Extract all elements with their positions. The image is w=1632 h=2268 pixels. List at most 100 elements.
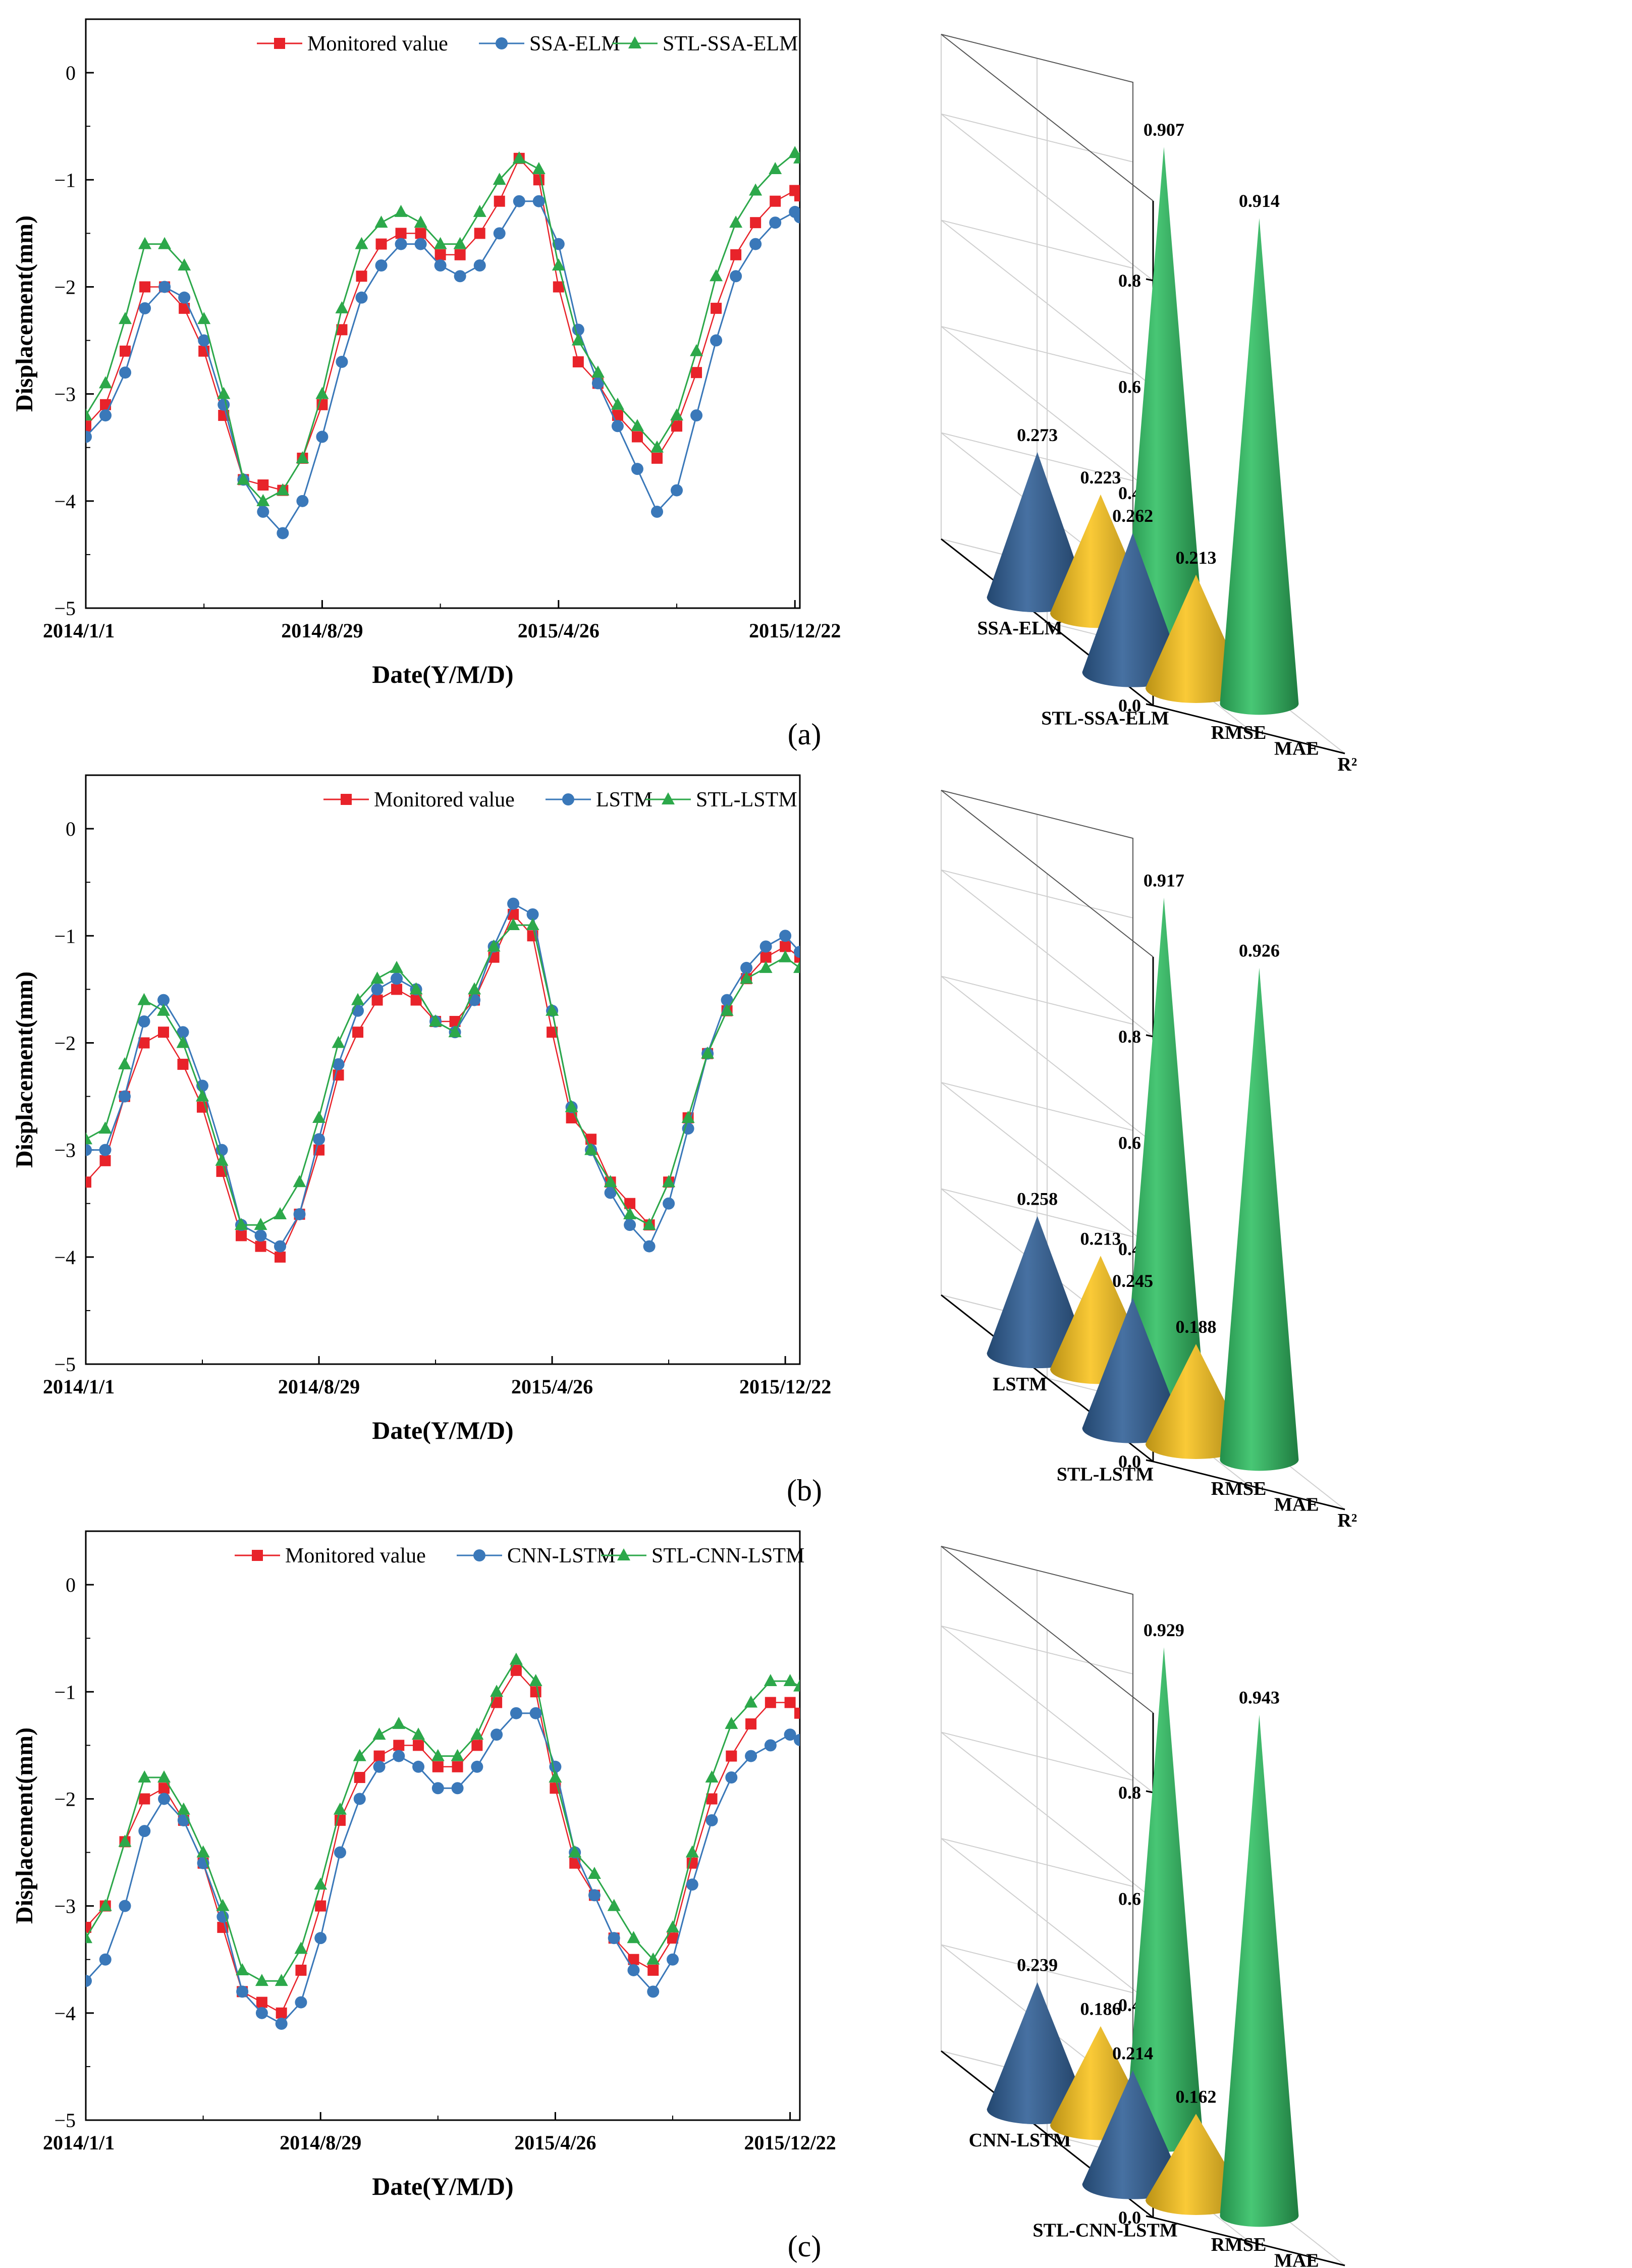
value-label: 0.162 xyxy=(1176,2086,1217,2107)
data-point xyxy=(552,258,565,271)
data-point xyxy=(547,1027,558,1038)
data-point xyxy=(176,1036,190,1048)
data-point xyxy=(571,333,585,346)
data-point xyxy=(236,1963,249,1975)
data-point xyxy=(740,971,753,984)
data-point xyxy=(491,1729,503,1741)
cone-rmse-stl-cnn-lstm xyxy=(1082,2070,1183,2199)
data-point xyxy=(277,527,289,539)
data-point xyxy=(788,146,800,158)
z-tick-label: 0.0 xyxy=(1118,1451,1141,1472)
data-point xyxy=(374,215,388,228)
legend-label: LSTM xyxy=(596,788,652,812)
data-point xyxy=(139,302,151,314)
data-point xyxy=(646,1952,660,1965)
metric-label: MAE xyxy=(1274,1494,1319,1516)
data-point xyxy=(120,345,131,357)
data-point xyxy=(158,1793,171,1805)
x-tick-label: 2014/1/1 xyxy=(43,2131,115,2154)
series-line-stl-cnn-lstm xyxy=(86,1658,800,1982)
metric-label: R² xyxy=(1337,2266,1357,2268)
x-tick-label: 2015/12/22 xyxy=(749,619,841,642)
bar3d-chart: 0.00.20.40.60.8RMSEMAER²LSTMSTL-LSTM0.25… xyxy=(941,790,1357,1531)
legend-marker xyxy=(341,794,352,805)
series-line-monitored-value xyxy=(86,157,800,492)
value-label: 0.239 xyxy=(1017,1955,1058,1975)
data-point xyxy=(158,237,172,249)
metric-label: MAE xyxy=(1274,738,1319,760)
data-point xyxy=(608,1932,620,1945)
plot-frame xyxy=(85,1530,801,2121)
data-point xyxy=(526,908,539,921)
data-point xyxy=(355,237,368,249)
data-point xyxy=(314,1932,327,1945)
data-point xyxy=(764,1674,777,1687)
data-point xyxy=(793,151,800,164)
data-point xyxy=(512,151,526,164)
x-axis-label: Date(Y/M/D) xyxy=(372,2172,513,2200)
cone-r-cnn-lstm xyxy=(1124,1647,1204,2152)
plot-frame xyxy=(85,774,801,1365)
legend-label: Monitored value xyxy=(374,788,515,812)
data-point xyxy=(196,1845,210,1858)
data-point xyxy=(315,387,329,399)
data-point xyxy=(493,173,506,185)
data-point xyxy=(783,1674,797,1687)
series-line-cnn-lstm xyxy=(86,1712,800,2025)
data-point xyxy=(179,302,190,314)
data-point xyxy=(691,367,702,379)
data-point xyxy=(494,195,505,207)
data-point xyxy=(371,983,384,996)
series-line-ssa-elm xyxy=(86,200,800,534)
data-point xyxy=(471,1740,483,1751)
data-point xyxy=(529,1674,542,1687)
data-point xyxy=(666,1920,680,1933)
data-point xyxy=(473,259,486,272)
data-point xyxy=(662,1175,676,1187)
data-point xyxy=(196,1089,209,1102)
data-point xyxy=(587,1866,601,1879)
data-point xyxy=(119,1900,131,1912)
data-point xyxy=(451,1782,464,1795)
data-point xyxy=(780,941,791,952)
z-tick xyxy=(1146,703,1154,707)
data-point xyxy=(690,344,703,356)
data-point xyxy=(627,1964,640,1976)
cone-r-lstm xyxy=(1124,897,1204,1396)
data-point xyxy=(474,228,485,239)
data-point xyxy=(453,237,467,249)
data-point xyxy=(118,1057,132,1069)
metric-label: R² xyxy=(1337,754,1357,775)
y-tick-label: −5 xyxy=(54,2109,76,2132)
data-point xyxy=(296,495,309,507)
legend-label: SSA-ELM xyxy=(529,32,620,56)
data-point xyxy=(647,1985,660,1998)
y-tick-label: −4 xyxy=(54,2002,76,2025)
data-point xyxy=(434,249,446,260)
data-point xyxy=(513,195,525,207)
data-point xyxy=(86,1975,92,1987)
value-label: 0.245 xyxy=(1112,1271,1153,1291)
data-point xyxy=(671,420,683,432)
z-tick-label: 0.8 xyxy=(1118,1783,1141,1803)
data-point xyxy=(650,440,664,453)
data-point xyxy=(98,1899,112,1911)
z-tick-label: 0.6 xyxy=(1118,1132,1141,1153)
model-label: LSTM xyxy=(993,1374,1047,1395)
y-tick-label: 0 xyxy=(66,1574,76,1596)
data-point xyxy=(294,1941,308,1954)
data-point xyxy=(86,430,92,443)
series-line-stl-lstm xyxy=(86,924,800,1226)
data-point xyxy=(333,1802,347,1815)
x-tick-label: 2014/8/29 xyxy=(281,619,363,642)
data-point xyxy=(793,1679,800,1692)
value-label: 0.926 xyxy=(1239,941,1280,961)
data-point xyxy=(546,1003,559,1016)
z-tick xyxy=(1146,2215,1154,2219)
data-point xyxy=(393,1740,405,1751)
legend-label: STL-SSA-ELM xyxy=(663,32,798,56)
data-point xyxy=(681,1110,695,1123)
data-point xyxy=(510,1664,522,1676)
data-point xyxy=(274,1240,287,1253)
